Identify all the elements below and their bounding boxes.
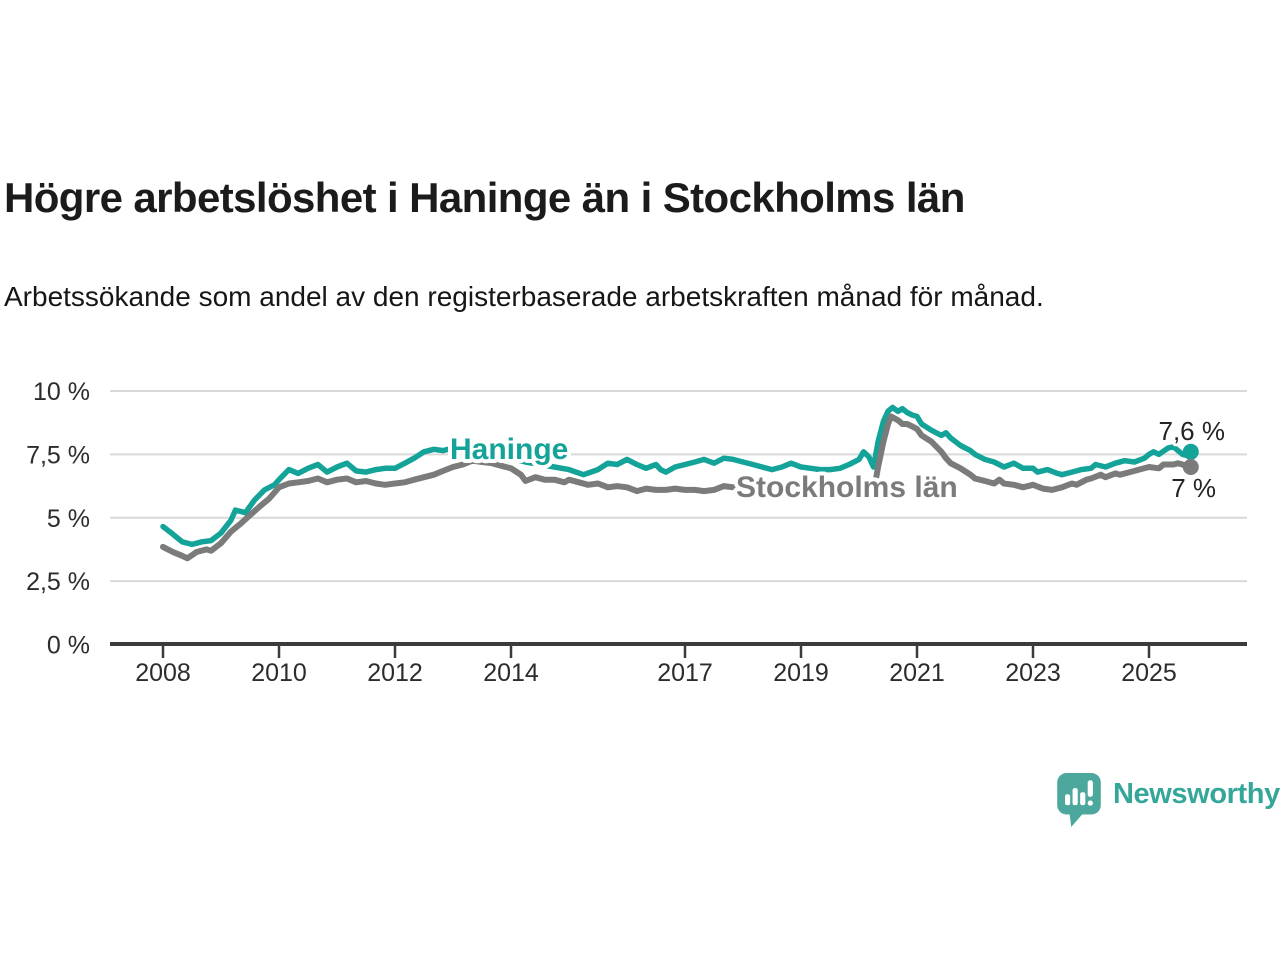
- x-axis-tick-label: 2023: [1005, 659, 1061, 687]
- x-axis-tick-label: 2012: [367, 659, 423, 687]
- logo-bar-2: [1072, 788, 1078, 806]
- x-axis-tick-label: 2025: [1121, 659, 1177, 687]
- logo-bar-1: [1065, 794, 1071, 806]
- speech-bubble-shape: [1057, 773, 1101, 827]
- x-axis-tick-label: 2010: [251, 659, 307, 687]
- stockholms-lan-end-dot: [1182, 459, 1199, 475]
- stockholms-lan-line: [160, 413, 1194, 562]
- stockholms-lan-series-label: Stockholms län: [736, 471, 958, 504]
- newsworthy-logo: Newsworthy: [1056, 772, 1280, 828]
- x-axis-tick-label: 2019: [773, 659, 829, 687]
- haninge-series-label: Haninge: [450, 433, 568, 466]
- page-title: Högre arbetslöshet i Haninge än i Stockh…: [4, 174, 965, 222]
- logo-exclamation-dot: [1087, 800, 1093, 806]
- y-axis-tick-label: 2,5 %: [26, 568, 90, 596]
- haninge-end-value-label: 7,6 %: [1159, 416, 1226, 446]
- y-axis-tick-label: 5 %: [47, 505, 90, 533]
- x-axis-tick-label: 2014: [483, 659, 539, 687]
- bar-chart-speech-bubble-icon: [1057, 773, 1101, 827]
- haninge-end-dot: [1182, 443, 1199, 460]
- newsworthy-logo-text: Newsworthy: [1113, 778, 1280, 810]
- page-subtitle: Arbetssökande som andel av den registerb…: [4, 281, 1044, 312]
- haninge-line: [160, 404, 1194, 548]
- stockholms-lan-end-value-label: 7 %: [1171, 473, 1216, 503]
- y-axis-tick-label: 10 %: [33, 378, 90, 406]
- x-axis-tick-label: 2017: [657, 659, 713, 687]
- logo-exclamation-bar: [1087, 780, 1093, 797]
- y-axis-tick-label: 0 %: [47, 632, 90, 660]
- y-axis-tick-label: 7,5 %: [26, 441, 90, 469]
- x-axis-tick-label: 2008: [135, 659, 191, 687]
- logo-bar-3: [1080, 792, 1086, 806]
- x-axis-tick-label: 2021: [889, 659, 945, 687]
